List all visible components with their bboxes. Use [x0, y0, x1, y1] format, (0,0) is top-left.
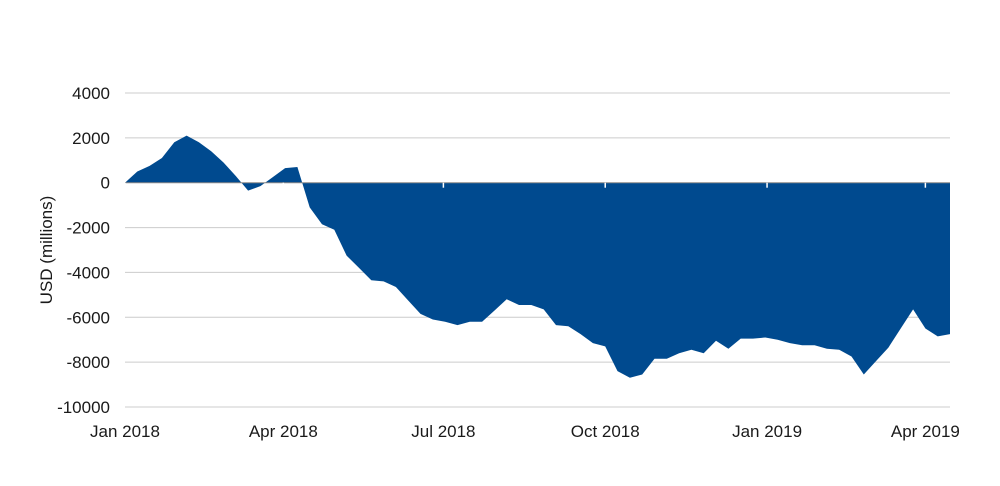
y-tick-label: -4000 — [67, 263, 110, 282]
y-tick-label: 4000 — [72, 84, 110, 103]
y-tick-label: 2000 — [72, 129, 110, 148]
x-tick-label: Jan 2019 — [732, 422, 802, 441]
x-tick-label: Apr 2019 — [891, 422, 960, 441]
y-tick-label: -8000 — [67, 353, 110, 372]
y-axis-title: USD (millions) — [37, 196, 56, 305]
x-tick-label: Jan 2018 — [90, 422, 160, 441]
x-axis-ticks: Jan 2018 Apr 2018 Jul 2018 Oct 2018 Jan 2019… — [90, 182, 960, 441]
y-axis-ticks: 4000 2000 0 -2000 -4000 -6000 -8000 -10000 — [57, 84, 110, 417]
area-fill — [125, 135, 950, 378]
x-tick-label: Jul 2018 — [411, 422, 475, 441]
area-series — [125, 135, 950, 378]
x-tick-label: Oct 2018 — [571, 422, 640, 441]
y-tick-label: -2000 — [67, 219, 110, 238]
y-tick-label: -6000 — [67, 308, 110, 327]
y-tick-label: 0 — [101, 174, 110, 193]
y-tick-label: -10000 — [57, 398, 110, 417]
x-tick-label: Apr 2018 — [249, 422, 318, 441]
